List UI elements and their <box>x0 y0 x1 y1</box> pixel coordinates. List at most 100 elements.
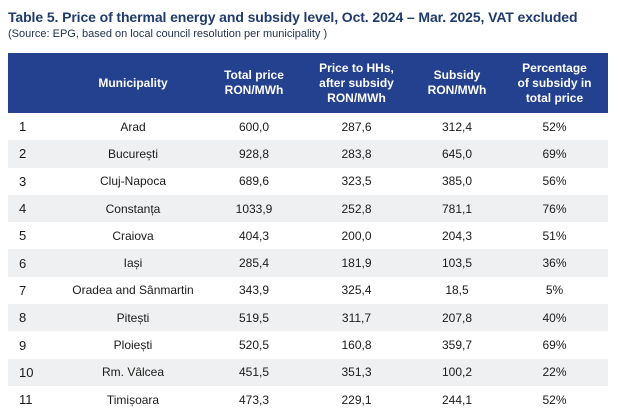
total-price-cell: 451,5 <box>208 358 300 386</box>
total-price-cell: 689,6 <box>238 174 270 189</box>
table-body: 1 Arad 600,0 287,6 312,4 52% 2 București… <box>8 113 608 413</box>
header-number <box>8 53 58 113</box>
table-source-note: (Source: EPG, based on local council res… <box>8 28 328 40</box>
municipality-cell: Iași <box>58 249 208 277</box>
percentage-cell: 56% <box>542 174 567 189</box>
table-row: 1 Arad 600,0 287,6 312,4 52% <box>8 113 608 140</box>
header-percentage: Percentage of subsidy in total price <box>501 53 608 113</box>
percentage-cell: 36% <box>501 249 608 277</box>
subsidy-cell: 781,1 <box>413 194 501 223</box>
municipality-cell: Ploiești <box>113 338 153 353</box>
subsidy-cell: 100,2 <box>413 358 501 386</box>
header-subsidy-unit: RON/MWh <box>427 83 487 97</box>
header-percentage-line: total price <box>525 90 584 105</box>
price-hh-cell: 283,8 <box>300 140 413 168</box>
price-hh-cell: 200,0 <box>341 228 372 243</box>
municipality-cell: Pitești <box>58 304 208 332</box>
subsidy-cell: 204,3 <box>441 228 473 243</box>
table-row: 10 Rm. Vâlcea 451,5 351,3 100,2 22% <box>8 358 608 386</box>
total-price-cell: 404,3 <box>238 228 270 243</box>
municipality-cell: Rm. Vâlcea <box>58 358 208 386</box>
row-number: 5 <box>19 228 27 244</box>
table-row: 9 Ploiești 520,5 160,8 359,7 69% <box>8 331 608 358</box>
price-hh-cell: 351,3 <box>300 358 413 386</box>
header-percentage-line: of subsidy in <box>517 75 592 90</box>
price-hh-cell: 252,8 <box>300 194 413 223</box>
table-row: 3 Cluj-Napoca 689,6 323,5 385,0 56% <box>8 168 608 195</box>
row-number: 6 <box>8 249 58 277</box>
row-number: 4 <box>8 194 58 223</box>
total-price-cell: 519,5 <box>208 304 300 332</box>
price-hh-cell: 181,9 <box>300 249 413 277</box>
total-price-cell: 285,4 <box>208 249 300 277</box>
percentage-cell: 40% <box>501 304 608 332</box>
table-row: 7 Oradea and Sânmartin 343,9 325,4 18,5 … <box>8 277 608 304</box>
subsidy-cell: 385,0 <box>441 174 473 189</box>
table-header: Municipality Total price RON/MWh Price t… <box>8 53 608 113</box>
header-price-to-households: Price to HHs, after subsidy RON/MWh <box>300 53 413 113</box>
table-row: 5 Craiova 404,3 200,0 204,3 51% <box>8 222 608 249</box>
header-municipality: Municipality <box>58 53 208 113</box>
table-row: 4 Constanța 1033,9 252,8 781,1 76% <box>8 194 608 223</box>
municipality-cell: București <box>58 140 208 168</box>
price-hh-cell: 287,6 <box>341 119 372 134</box>
header-price-hh-unit: RON/MWh <box>327 90 386 105</box>
municipality-cell: Arad <box>120 119 146 134</box>
header-row: Municipality Total price RON/MWh Price t… <box>8 53 608 113</box>
total-price-cell: 1033,9 <box>208 194 300 223</box>
header-percentage-line: Percentage <box>522 60 587 75</box>
row-number: 10 <box>8 358 58 386</box>
subsidy-cell: 18,5 <box>445 283 469 298</box>
percentage-cell: 76% <box>501 194 608 223</box>
percentage-cell: 51% <box>542 228 567 243</box>
subsidy-cell: 645,0 <box>413 140 501 168</box>
row-number: 9 <box>19 337 27 353</box>
row-number: 1 <box>19 119 27 135</box>
price-hh-cell: 323,5 <box>341 174 372 189</box>
price-hh-cell: 311,7 <box>300 304 413 332</box>
header-municipality-line: Municipality <box>98 75 168 90</box>
table-row: 6 Iași 285,4 181,9 103,5 36% <box>8 249 608 277</box>
table-row: 2 București 928,8 283,8 645,0 69% <box>8 140 608 168</box>
header-total-price-unit: RON/MWh <box>224 83 284 97</box>
table-row: 8 Pitești 519,5 311,7 207,8 40% <box>8 304 608 332</box>
table-title: Table 5. Price of thermal energy and sub… <box>8 9 578 25</box>
thermal-energy-price-table: Municipality Total price RON/MWh Price t… <box>8 53 608 413</box>
row-number: 7 <box>19 282 27 298</box>
percentage-cell: 52% <box>542 392 567 407</box>
row-number: 3 <box>19 173 27 189</box>
price-hh-cell: 325,4 <box>341 283 372 298</box>
table-row: 11 Timișoara 473,3 229,1 244,1 52% <box>8 386 608 413</box>
percentage-cell: 52% <box>542 119 567 134</box>
percentage-cell: 22% <box>501 358 608 386</box>
total-price-cell: 343,9 <box>238 283 270 298</box>
total-price-cell: 473,3 <box>238 392 270 407</box>
header-total-price-line: Total price <box>224 68 284 82</box>
municipality-cell: Timișoara <box>106 392 160 407</box>
total-price-cell: 928,8 <box>208 140 300 168</box>
price-hh-cell: 160,8 <box>341 338 372 353</box>
subsidy-cell: 244,1 <box>441 392 473 407</box>
total-price-cell: 520,5 <box>238 338 270 353</box>
subsidy-cell: 207,8 <box>413 304 501 332</box>
percentage-cell: 69% <box>542 338 567 353</box>
municipality-cell: Craiova <box>112 228 154 243</box>
price-hh-cell: 229,1 <box>341 392 372 407</box>
header-price-hh-line: after subsidy <box>319 75 394 90</box>
municipality-cell: Oradea and Sânmartin <box>72 283 194 298</box>
row-number: 8 <box>8 304 58 332</box>
subsidy-cell: 359,7 <box>441 338 473 353</box>
percentage-cell: 69% <box>501 140 608 168</box>
subsidy-cell: 103,5 <box>413 249 501 277</box>
header-subsidy-line: Subsidy <box>433 68 481 82</box>
header-subsidy: Subsidy RON/MWh <box>413 53 501 113</box>
municipality-cell: Cluj-Napoca <box>99 174 167 189</box>
subsidy-cell: 312,4 <box>441 119 473 134</box>
header-total-price: Total price RON/MWh <box>208 53 300 113</box>
row-number: 11 <box>19 392 33 408</box>
row-number: 2 <box>8 140 58 168</box>
header-price-hh-line: Price to HHs, <box>319 60 394 75</box>
municipality-cell: Constanța <box>58 194 208 223</box>
total-price-cell: 600,0 <box>238 119 270 134</box>
percentage-cell: 5% <box>545 283 564 298</box>
